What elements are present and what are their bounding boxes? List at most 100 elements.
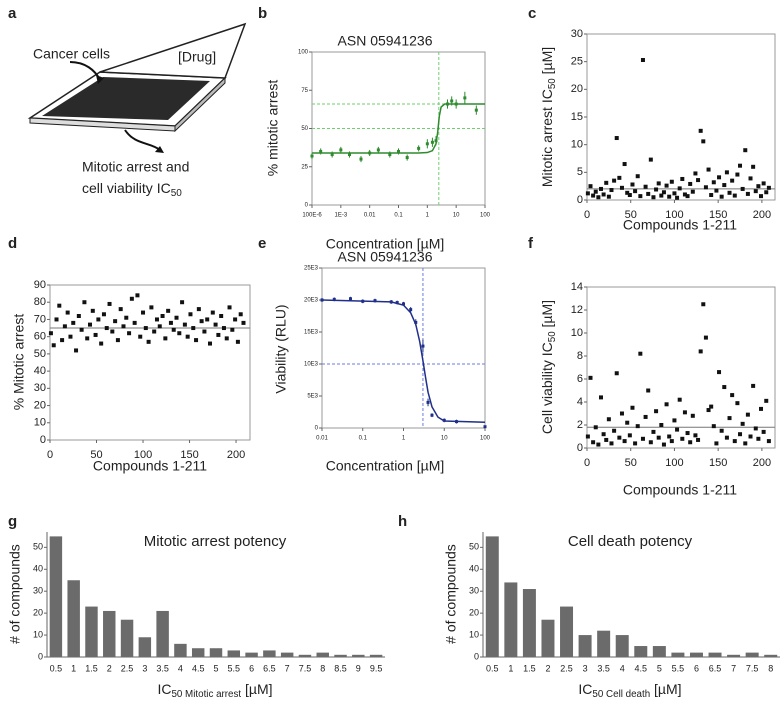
point [688, 440, 693, 445]
point [748, 434, 753, 439]
point [395, 301, 399, 305]
point [88, 322, 92, 327]
point [320, 298, 324, 302]
y-tick-label: 25E3 [304, 266, 319, 272]
x-tick-label: 3 [583, 663, 588, 673]
point [68, 334, 73, 339]
point [71, 320, 76, 325]
point [141, 310, 146, 315]
plot-frame [586, 286, 776, 449]
point [425, 142, 429, 146]
point [230, 327, 235, 332]
point [745, 191, 750, 196]
axis-label: Concentration [µM] [326, 236, 445, 252]
point [51, 343, 56, 348]
point [669, 439, 674, 444]
x-tick-label: 5.5 [672, 663, 685, 673]
point [680, 436, 685, 441]
y-tick-label: 50 [33, 542, 43, 552]
point [454, 102, 458, 106]
point [373, 299, 377, 303]
bar [191, 648, 205, 657]
bar [85, 606, 98, 657]
point [667, 194, 672, 199]
y-tick-label: 25 [301, 164, 308, 170]
point [738, 432, 743, 437]
point [185, 334, 190, 339]
point [463, 96, 467, 100]
x-tick-label: 200 [753, 209, 771, 221]
y-tick-label: 0 [40, 434, 46, 446]
point [745, 412, 750, 417]
point [612, 178, 617, 183]
y-tick-label: 5E3 [307, 394, 318, 400]
y-tick-label: 0 [305, 203, 309, 209]
point [588, 184, 593, 189]
bar [103, 610, 116, 657]
point [99, 341, 104, 346]
y-tick-label: 14 [571, 281, 583, 293]
point [719, 194, 724, 199]
point [764, 398, 769, 403]
y-tick-label: 15 [571, 111, 583, 123]
point [62, 324, 67, 329]
point [675, 427, 680, 432]
point [711, 424, 716, 429]
point [766, 185, 771, 190]
text-part: cell viability IC [82, 180, 171, 196]
y-tick-label: 15E3 [304, 330, 319, 336]
text-part: [µM] [539, 47, 555, 78]
point [643, 414, 648, 419]
axis-label: % Mitotic arrest [11, 314, 27, 411]
panel-letter: c [528, 5, 536, 22]
point [96, 317, 101, 322]
point [675, 195, 680, 200]
point [205, 317, 210, 322]
point [685, 194, 690, 199]
y-tick-label: 0 [315, 426, 319, 432]
point [107, 301, 112, 306]
x-tick-label: 2 [107, 663, 112, 673]
x-tick-label: 1 [71, 663, 76, 673]
point [609, 441, 614, 446]
x-tick-label: 150 [180, 449, 198, 461]
diagram-text: [Drug] [178, 49, 216, 65]
point [619, 185, 624, 190]
point [182, 322, 187, 327]
point [171, 327, 176, 332]
point [82, 300, 87, 305]
point [319, 149, 323, 153]
x-tick-label: 7.5 [299, 663, 312, 673]
point [761, 181, 766, 186]
point [339, 148, 343, 152]
bar [263, 650, 276, 657]
point [680, 176, 685, 181]
bar [504, 582, 518, 657]
bar [764, 654, 778, 657]
x-tick-label: 8.5 [334, 663, 347, 673]
point [709, 404, 714, 409]
point [221, 326, 226, 331]
point [722, 183, 727, 188]
chart-title: Mitotic arrest potency [144, 533, 287, 550]
point [138, 334, 143, 339]
point [389, 300, 393, 304]
point [426, 400, 430, 404]
y-tick-label: 10 [571, 327, 583, 339]
point [640, 58, 645, 63]
point [627, 433, 632, 438]
x-tick-label: 100 [665, 457, 683, 469]
point [703, 185, 708, 190]
diagram-text: cell viability IC50 [82, 180, 182, 199]
y-tick-label: 10 [33, 629, 43, 639]
chart-title: ASN 05941236 [338, 33, 433, 49]
y-tick-label: 8 [577, 350, 583, 362]
point [714, 188, 719, 193]
point [696, 178, 701, 183]
point [735, 401, 740, 406]
x-tick-label: 2 [545, 663, 550, 673]
x-tick-label: 1E-3 [334, 213, 347, 219]
point [445, 102, 449, 106]
point [609, 188, 614, 193]
point [332, 297, 336, 301]
